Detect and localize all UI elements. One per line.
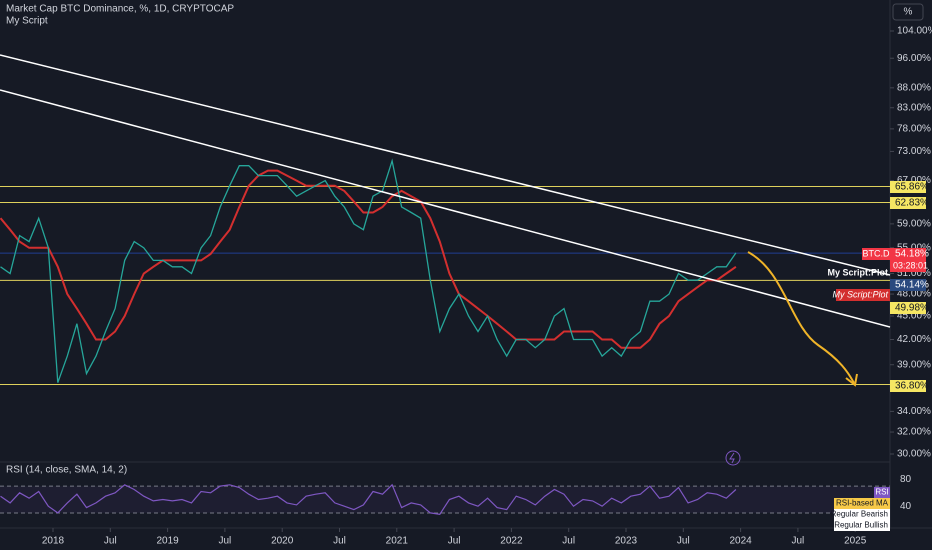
x-tick-label: Jul	[792, 536, 805, 547]
level-badge	[890, 279, 926, 291]
y-tick-label: 59.00%	[897, 219, 931, 230]
x-tick-label: 2021	[386, 536, 409, 547]
x-tick-label: Jul	[562, 536, 575, 547]
level-badge-label: 54.14%	[895, 280, 929, 291]
arrow-head	[845, 373, 858, 387]
y-tick-label: 83.00%	[897, 102, 931, 113]
y-tick-label: 88.00%	[897, 82, 931, 93]
y-tick-label: 34.00%	[897, 406, 931, 417]
symbol-badge	[862, 248, 890, 260]
rsi-legend-badge	[834, 520, 890, 531]
symbol-badge-label: BTC.D	[863, 248, 891, 258]
y-tick-label: 78.00%	[897, 124, 931, 135]
main-pane	[0, 30, 894, 532]
x-tick-label: Jul	[677, 536, 690, 547]
level-badge	[890, 197, 926, 209]
rsi-badge	[874, 487, 890, 498]
series-line	[0, 158, 737, 383]
scale-button-label[interactable]: %	[904, 7, 913, 18]
projection-arrow	[747, 251, 855, 384]
level-badge	[890, 380, 926, 392]
x-tick-label: 2025	[844, 536, 867, 547]
trendline-label: My Script:Plot	[827, 267, 888, 277]
x-tick-label: 2023	[615, 536, 638, 547]
trend-line	[0, 54, 891, 276]
y-tick-label: 48.00%	[897, 289, 931, 300]
plot-badge	[836, 289, 890, 301]
indicator-name: My Script	[6, 16, 48, 27]
rsi-legend-label: Regular Bullish	[834, 521, 888, 530]
y-tick-label: 42.00%	[897, 334, 931, 345]
x-tick-label: 2020	[271, 536, 294, 547]
y-tick-label: 39.00%	[897, 359, 931, 370]
x-tick-label: Jul	[104, 536, 117, 547]
level-badge	[890, 302, 926, 314]
rsi-tick-label: 80	[900, 474, 912, 485]
price-badge-label: 54.18%	[895, 249, 929, 260]
level-badge-label: 49.98%	[895, 303, 929, 314]
y-tick-label: 104.00%	[897, 26, 932, 37]
rsi-band	[0, 486, 890, 513]
event-icon-bolt	[729, 452, 735, 464]
countdown-label: 03:28:01	[893, 260, 928, 270]
level-badge-label: 36.80%	[895, 381, 929, 392]
chart-title: Market Cap BTC Dominance, %, 1D, CRYPTOC…	[6, 4, 234, 15]
rsi-legend-badge	[834, 498, 890, 509]
rsi-legend-badge	[834, 509, 890, 520]
x-tick-label: 2019	[156, 536, 179, 547]
rsi-title: RSI (14, close, SMA, 14, 2)	[6, 465, 127, 476]
scale-button[interactable]	[892, 3, 924, 21]
rsi-tick-label: 40	[900, 501, 912, 512]
x-tick-label: Jul	[333, 536, 346, 547]
event-icon[interactable]	[725, 450, 741, 466]
plot-badge-label: My Script:Plot	[832, 289, 888, 299]
x-tick-label: Jul	[448, 536, 461, 547]
level-badge-label: 65.86%	[895, 182, 929, 193]
rsi-line	[0, 483, 737, 515]
y-tick-label: 67.00%	[897, 175, 931, 186]
rsi-legend-label: RSI-based MA	[836, 499, 889, 508]
y-tick-label: 55.00%	[897, 242, 931, 253]
y-tick-label: 32.00%	[897, 427, 931, 438]
price-badge	[890, 248, 926, 272]
y-tick-label: 45.00%	[897, 311, 931, 322]
x-tick-label: Jul	[219, 536, 232, 547]
rsi-badge-label: RSI	[875, 488, 888, 497]
x-tick-label: 2024	[729, 536, 752, 547]
x-tick-label: 2022	[500, 536, 523, 547]
level-badge-label: 62.83%	[895, 198, 929, 209]
rsi-legend-label: Regular Bearish	[831, 510, 888, 519]
y-tick-label: 51.00%	[897, 268, 931, 279]
level-badge	[890, 181, 926, 193]
trend-line	[0, 89, 891, 328]
x-tick-label: 2018	[42, 536, 65, 547]
y-tick-label: 96.00%	[897, 53, 931, 64]
y-tick-label: 30.00%	[897, 449, 931, 460]
y-tick-label: 73.00%	[897, 146, 931, 157]
